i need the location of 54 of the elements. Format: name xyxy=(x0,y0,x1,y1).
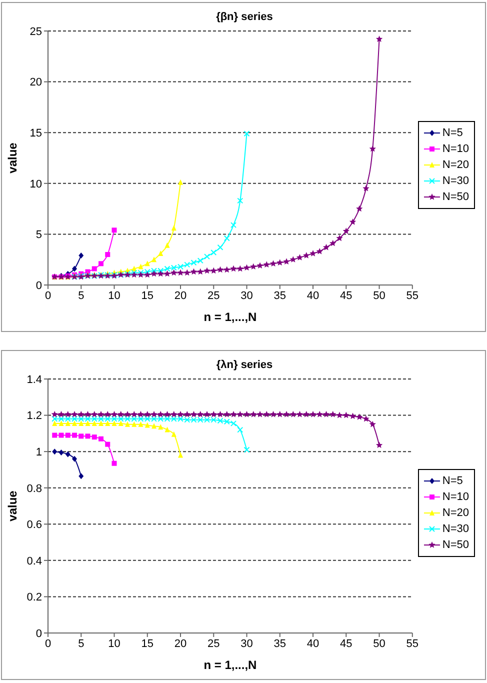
x-tick-label: 35 xyxy=(274,638,286,650)
x-tick-label: 45 xyxy=(340,290,352,302)
x-tick-label: 55 xyxy=(406,638,419,650)
y-axis-title: value xyxy=(5,490,20,522)
x-tick-label: 20 xyxy=(174,638,187,650)
y-tick-label: 20 xyxy=(30,76,42,89)
y-axis-title: value xyxy=(5,142,20,174)
x-axis-title: n = 1,...,N xyxy=(204,310,257,324)
y-tick-label: 0 xyxy=(36,280,42,292)
x-tick-label: 40 xyxy=(306,290,320,302)
y-tick-label: 0 xyxy=(36,628,42,640)
legend-label: N=30 xyxy=(442,523,469,535)
y-tick-label: 0.2 xyxy=(26,592,42,604)
y-tick-label: 0.6 xyxy=(26,519,42,532)
x-tick-label: 30 xyxy=(240,290,253,302)
y-tick-label: 1.2 xyxy=(26,410,42,422)
x-tick-label: 25 xyxy=(208,290,220,302)
y-tick-label: 15 xyxy=(30,128,42,140)
legend-label: N=20 xyxy=(442,159,469,171)
x-tick-label: 50 xyxy=(373,638,386,650)
legend-label: N=5 xyxy=(442,127,463,139)
x-tick-label: 0 xyxy=(44,290,52,302)
x-tick-label: 5 xyxy=(78,638,84,650)
x-tick-label: 50 xyxy=(373,290,386,302)
y-tick-label: 25 xyxy=(30,26,42,38)
legend-label: N=30 xyxy=(442,175,469,187)
legend-label: N=5 xyxy=(442,475,463,487)
legend-label: N=10 xyxy=(442,491,469,503)
legend-label: N=50 xyxy=(442,191,469,203)
x-tick-label: 15 xyxy=(141,290,154,302)
y-tick-label: 5 xyxy=(36,229,42,242)
chart-title: {βn} series xyxy=(215,11,274,23)
y-tick-label: 0.8 xyxy=(26,482,42,495)
x-tick-label: 10 xyxy=(108,290,120,302)
x-tick-label: 15 xyxy=(141,638,154,650)
x-tick-label: 5 xyxy=(78,290,84,302)
x-tick-label: 35 xyxy=(274,290,286,302)
legend-label: N=50 xyxy=(442,539,469,551)
x-tick-label: 20 xyxy=(174,290,187,302)
legend-label: N=20 xyxy=(442,507,469,519)
y-tick-label: 1.4 xyxy=(26,374,42,386)
x-tick-label: 30 xyxy=(240,638,253,650)
x-tick-label: 0 xyxy=(44,638,52,650)
x-tick-label: 45 xyxy=(340,638,352,650)
x-tick-label: 10 xyxy=(108,638,120,650)
x-axis-title: n = 1,...,N xyxy=(204,658,257,672)
y-tick-label: 0.4 xyxy=(26,555,42,568)
legend-label: N=10 xyxy=(442,143,469,155)
y-tick-label: 1 xyxy=(36,446,42,458)
x-tick-label: 55 xyxy=(406,290,419,302)
x-tick-label: 25 xyxy=(208,638,220,650)
y-tick-label: 10 xyxy=(30,178,42,190)
chart-title: {λn} series xyxy=(215,359,274,371)
x-tick-label: 40 xyxy=(306,638,320,650)
